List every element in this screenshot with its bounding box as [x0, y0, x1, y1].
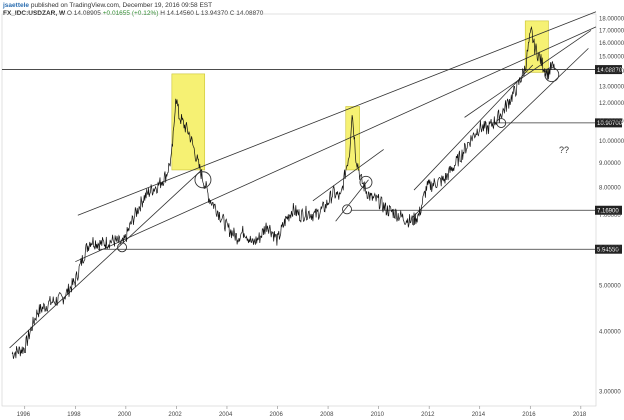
price-label-3: 7.16900 — [597, 208, 619, 214]
trend-line-5 — [335, 179, 369, 222]
price-label-bg-1 — [595, 65, 622, 75]
symbol-label: FX_IDC:USDZAR, W — [3, 10, 66, 17]
highlight-box-2 — [345, 106, 360, 171]
trend-line-2 — [75, 26, 597, 263]
change-value: +0.01655 (+0.12%) — [102, 10, 159, 17]
x-tick-2: 1998 — [67, 412, 81, 418]
y-tick-7: 9.00000 — [599, 161, 621, 167]
x-tick-1: 1996 — [17, 412, 31, 418]
touch-circle-6 — [544, 67, 560, 83]
touch-circle-2 — [194, 171, 212, 189]
y-tick-12: 14.00000 — [599, 69, 624, 75]
touch-circle-3 — [342, 204, 352, 215]
touch-circle-1 — [117, 242, 128, 253]
x-tick-4: 2002 — [168, 412, 182, 418]
trend-line-1 — [77, 11, 597, 216]
low-value: 13.94370 — [200, 10, 228, 17]
y-tick-11: 13.00000 — [599, 84, 624, 90]
y-tick-15: 17.00000 — [599, 28, 624, 34]
price-label-bg-2 — [595, 118, 622, 128]
price-label-bg-3 — [595, 205, 622, 215]
open-value: 14.08905 — [73, 10, 101, 17]
question-annotation: ?? — [559, 145, 569, 155]
chart-header: jsaettele published on TradingView.com, … — [3, 2, 263, 18]
price-label-1: 14.08870 — [597, 68, 623, 74]
x-tick-7: 2008 — [320, 412, 334, 418]
x-tick-5: 2004 — [219, 412, 233, 418]
high-label: H — [160, 10, 165, 17]
highlight-box-3 — [524, 20, 549, 73]
price-label-2: 10.90700 — [597, 121, 623, 127]
publish-line: jsaettele published on TradingView.com, … — [3, 2, 263, 10]
highlight-box-1 — [171, 73, 206, 171]
high-value: 14.14560 — [166, 10, 194, 17]
y-tick-6: 8.00000 — [599, 185, 621, 191]
x-tick-6: 2006 — [270, 412, 284, 418]
y-tick-3: 5.00000 — [599, 283, 621, 289]
trend-line-4 — [312, 149, 384, 202]
y-tick-2: 4.00000 — [599, 330, 621, 336]
publish-info: published on TradingView.com, December 1… — [30, 2, 213, 9]
touch-circle-5 — [496, 118, 507, 128]
open-label: O — [66, 10, 72, 17]
x-tick-11: 2016 — [522, 412, 536, 418]
x-tick-9: 2012 — [421, 412, 435, 418]
author-link[interactable]: jsaettele — [3, 2, 30, 9]
x-tick-10: 2014 — [472, 412, 486, 418]
trend-line-3 — [9, 169, 202, 349]
low-label: L — [195, 10, 200, 17]
y-tick-13: 15.00000 — [599, 55, 624, 61]
close-label: C — [229, 10, 235, 17]
y-tick-8: 10.00000 — [599, 139, 624, 145]
trend-line-8 — [464, 30, 592, 118]
y-tick-9: 11.00000 — [599, 119, 624, 125]
y-tick-14: 16.00000 — [599, 41, 624, 47]
y-tick-10: 12.00000 — [599, 101, 624, 107]
close-value: 14.08870 — [236, 10, 264, 17]
x-tick-8: 2010 — [371, 412, 385, 418]
y-tick-1: 3.00000 — [599, 390, 621, 396]
y-tick-5: 7.00000 — [599, 213, 621, 219]
touch-circle-4 — [359, 175, 373, 189]
x-tick-12: 2018 — [573, 412, 587, 418]
y-tick-4: 6.00000 — [599, 245, 621, 251]
price-label-4: 5.94550 — [597, 247, 619, 253]
x-tick-3: 2000 — [118, 412, 132, 418]
ohlc-line: FX_IDC:USDZAR, W O 14.08905 +0.01655 (+0… — [3, 10, 263, 18]
trend-line-6 — [413, 64, 534, 191]
price-label-bg-4 — [595, 244, 622, 254]
price-line — [11, 25, 555, 359]
y-tick-16: 18.00000 — [599, 17, 624, 23]
